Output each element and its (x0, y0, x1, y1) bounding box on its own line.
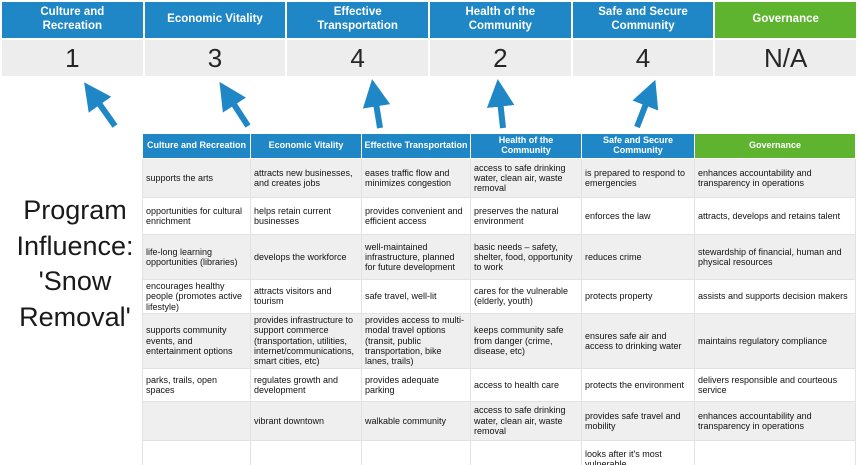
arrow-icon (632, 79, 659, 129)
matrix-cell: provides adequate parking (361, 367, 471, 402)
influence-arrows (84, 79, 659, 129)
matrix-column-header: Economic Vitality (250, 133, 362, 159)
table-row: looks after it's most vulnerable (142, 439, 856, 465)
matrix-cell: preserves the natural environment (470, 197, 582, 235)
matrix-cell: attracts new businesses, and creates job… (250, 158, 362, 198)
matrix-cell: basic needs – safety, shelter, food, opp… (470, 234, 582, 280)
matrix-column-header: Safe and Secure Community (581, 133, 695, 159)
category-header-culture-and-recreation: Culture and Recreation (2, 2, 143, 38)
matrix-cell: provides safe travel and mobility (581, 400, 695, 441)
matrix-cell: access to health care (470, 367, 582, 402)
category-header-safe-and-secure-community: Safe and Secure Community (572, 2, 714, 38)
matrix-cell: cares for the vulnerable (elderly, youth… (470, 279, 582, 314)
matrix-cell: encourages healthy people (promotes acti… (142, 279, 251, 314)
category-header-governance: Governance (715, 2, 856, 38)
table-row: opportunities for cultural enrichment hel… (142, 197, 856, 235)
matrix-cell: regulates growth and development (250, 367, 362, 402)
matrix-cell: provides convenient and efficient access (361, 197, 471, 235)
score-value-effective-transportation: 4 (287, 40, 428, 76)
category-header-economic-vitality: Economic Vitality (144, 2, 286, 38)
matrix-cell: delivers responsible and courteous servi… (694, 367, 856, 402)
matrix-cell: maintains regulatory compliance (694, 312, 856, 369)
matrix-cell (250, 439, 362, 465)
matrix-cell: supports the arts (142, 158, 251, 198)
matrix-cell: reduces crime (581, 234, 695, 280)
table-row: life-long learning opportunities (librar… (142, 234, 856, 280)
table-row: parks, trails, open spaces regulates grow… (142, 367, 856, 402)
category-header-effective-transportation: Effective Transportation (287, 2, 428, 38)
matrix-cell: keeps community safe from danger (crime,… (470, 312, 582, 369)
matrix-cell: well-maintained infrastructure, planned … (361, 234, 471, 280)
table-row: supports the arts attracts new businesses… (142, 158, 856, 198)
matrix-cell: protects property (581, 279, 695, 314)
matrix-column-header: Governance (694, 133, 856, 159)
score-value-culture-and-recreation: 1 (2, 40, 143, 76)
matrix-cell: supports community events, and entertain… (142, 312, 251, 369)
matrix-column-header: Effective Transportation (361, 133, 471, 159)
matrix-body: supports the arts attracts new businesses… (142, 158, 856, 465)
matrix-cell (470, 439, 582, 465)
score-band: Culture and Recreation Economic Vitality… (2, 2, 856, 76)
score-value-governance: N/A (715, 40, 856, 76)
matrix-cell: life-long learning opportunities (librar… (142, 234, 251, 280)
matrix-cell: parks, trails, open spaces (142, 367, 251, 402)
matrix-cell (361, 439, 471, 465)
matrix-cell (694, 439, 856, 465)
score-value-safe-and-secure-community: 4 (572, 40, 714, 76)
matrix-cell: provides infrastructure to support comme… (250, 312, 362, 369)
matrix-cell (142, 439, 251, 465)
matrix-cell: attracts visitors and tourism (250, 279, 362, 314)
matrix-cell: eases traffic flow and minimizes congest… (361, 158, 471, 198)
page-title: Program Influence: 'Snow Removal' (16, 195, 134, 332)
influence-matrix: Culture and Recreation Economic Vitality E… (142, 133, 856, 465)
matrix-cell: enhances accountability and transparency… (694, 400, 856, 441)
score-value-economic-vitality: 3 (144, 40, 286, 76)
matrix-cell: walkable community (361, 400, 471, 441)
category-header-health-of-the-community: Health of the Community (430, 2, 571, 38)
matrix-cell: access to safe drinking water, clean air… (470, 400, 582, 441)
score-value-health-of-the-community: 2 (430, 40, 571, 76)
matrix-cell: protects the environment (581, 367, 695, 402)
matrix-cell: access to safe drinking water, clean air… (470, 158, 582, 198)
matrix-cell: ensures safe air and access to drinking … (581, 312, 695, 369)
arrow-icon (219, 81, 251, 128)
matrix-cell: assists and supports decision makers (694, 279, 856, 314)
arrow-icon (362, 79, 391, 129)
matrix-cell: helps retain current businesses (250, 197, 362, 235)
matrix-cell: vibrant downtown (250, 400, 362, 441)
arrow-icon (486, 79, 515, 129)
matrix-cell: looks after it's most vulnerable (581, 439, 695, 465)
table-row: vibrant downtown walkable community access… (142, 400, 856, 441)
matrix-cell: safe travel, well-lit (361, 279, 471, 314)
matrix-column-header: Health of the Community (470, 133, 582, 159)
matrix-cell: enforces the law (581, 197, 695, 235)
matrix-cell: develops the workforce (250, 234, 362, 280)
table-row: supports community events, and entertain… (142, 312, 856, 369)
matrix-cell (142, 400, 251, 441)
matrix-cell: provides access to multi-modal travel op… (361, 312, 471, 369)
matrix-column-header: Culture and Recreation (142, 133, 251, 159)
matrix-cell: is prepared to respond to emergencies (581, 158, 695, 198)
matrix-header-row: Culture and Recreation Economic Vitality E… (142, 133, 856, 159)
table-row: encourages healthy people (promotes acti… (142, 279, 856, 314)
matrix-cell: opportunities for cultural enrichment (142, 197, 251, 235)
matrix-cell: enhances accountability and transparency… (694, 158, 856, 198)
arrow-icon (84, 82, 118, 128)
matrix-cell: attracts, develops and retains talent (694, 197, 856, 235)
matrix-cell: stewardship of financial, human and phys… (694, 234, 856, 280)
